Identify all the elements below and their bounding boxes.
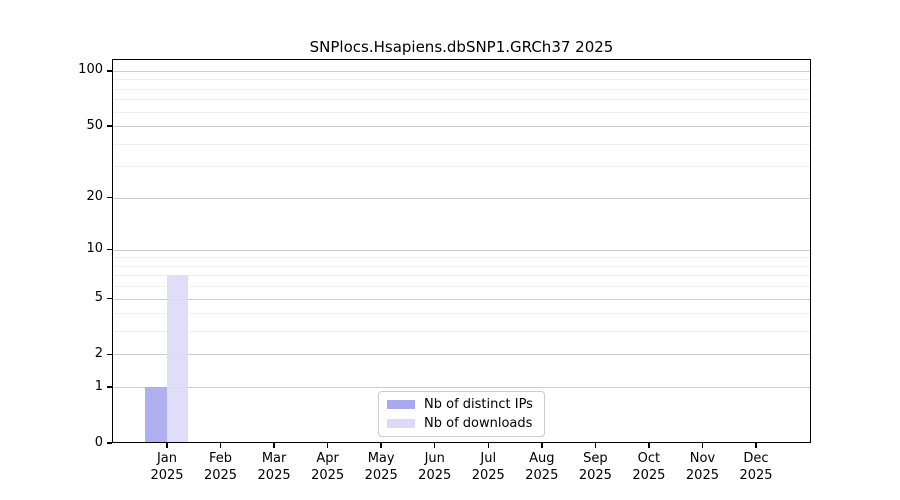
- major-gridline: [113, 197, 810, 199]
- x-axis-tick: [648, 443, 650, 448]
- x-axis-tick: [433, 443, 436, 448]
- y-axis-tick-label: 2: [94, 345, 103, 361]
- x-axis-tick: [219, 443, 222, 448]
- x-axis-tick: [273, 443, 275, 448]
- major-gridline: [113, 298, 810, 300]
- y-axis-tick: [107, 196, 112, 199]
- x-axis-tick-label: Sep 2025: [578, 451, 612, 483]
- y-axis-tick-label: 100: [78, 62, 103, 78]
- x-axis-tick-label: Apr 2025: [311, 451, 345, 483]
- x-axis-tick: [380, 443, 382, 448]
- x-axis-tick-label: Feb 2025: [203, 451, 238, 483]
- x-axis-tick-label: Dec 2025: [739, 451, 773, 483]
- x-axis-tick-label: Nov 2025: [685, 451, 719, 483]
- y-axis-tick-label: 5: [94, 290, 103, 306]
- minor-gridline: [113, 275, 810, 277]
- minor-gridline: [113, 313, 810, 315]
- minor-gridline: [113, 111, 810, 113]
- y-axis-tick-label: 20: [86, 189, 103, 205]
- major-gridline: [113, 126, 810, 128]
- x-axis-tick-label: May 2025: [364, 451, 398, 483]
- chart-title: SNPlocs.Hsapiens.dbSNP1.GRCh37 2025: [309, 38, 614, 56]
- minor-gridline: [113, 88, 810, 90]
- y-axis-tick: [107, 386, 112, 388]
- x-axis-tick: [166, 443, 168, 448]
- minor-gridline: [113, 79, 810, 81]
- major-gridline: [113, 249, 810, 251]
- legend-swatch-distinct-ips: [387, 400, 415, 409]
- x-axis-tick: [487, 443, 490, 448]
- minor-gridline: [113, 265, 810, 267]
- bar-distinct-ips: [145, 387, 167, 443]
- minor-gridline: [113, 166, 810, 168]
- bar-downloads: [166, 275, 188, 443]
- minor-gridline: [113, 99, 810, 101]
- x-axis-tick: [326, 443, 329, 448]
- legend-label-distinct-ips: Nb of distinct IPs: [424, 397, 533, 412]
- major-gridline: [113, 354, 810, 356]
- legend-swatch-downloads: [387, 419, 415, 428]
- plot-area-border: [112, 59, 811, 443]
- y-axis-tick-label: 10: [86, 241, 103, 257]
- y-axis-tick-label: 0: [94, 434, 103, 450]
- y-axis-tick: [107, 125, 112, 127]
- major-gridline: [113, 387, 810, 389]
- y-axis-tick: [107, 353, 112, 356]
- minor-gridline: [113, 286, 810, 288]
- legend-item-downloads: Nb of downloads: [387, 416, 536, 431]
- x-axis-tick: [541, 443, 543, 448]
- x-axis-tick-label: Aug 2025: [525, 451, 559, 483]
- minor-gridline: [113, 143, 810, 145]
- legend: Nb of distinct IPs Nb of downloads: [378, 391, 545, 437]
- minor-gridline: [113, 331, 810, 333]
- x-axis-tick-label: Mar 2025: [257, 451, 291, 483]
- legend-label-downloads: Nb of downloads: [424, 416, 533, 431]
- minor-gridline: [113, 257, 810, 259]
- y-axis-tick: [107, 442, 112, 444]
- x-axis-tick-label: Jul 2025: [471, 451, 505, 483]
- x-axis-tick: [594, 443, 597, 448]
- y-axis-tick-label: 50: [86, 117, 103, 133]
- y-axis-tick-label: 1: [94, 378, 103, 394]
- y-axis-tick: [107, 70, 112, 72]
- x-axis-tick: [701, 443, 704, 448]
- x-axis-tick-label: Oct 2025: [632, 451, 666, 483]
- legend-item-distinct-ips: Nb of distinct IPs: [387, 397, 536, 412]
- y-axis-tick: [107, 297, 112, 300]
- y-axis-tick: [107, 248, 112, 251]
- major-gridline: [113, 70, 810, 72]
- x-axis-tick-label: Jan 2025: [150, 451, 184, 483]
- x-axis-tick: [755, 443, 757, 448]
- x-axis-tick-label: Jun 2025: [418, 451, 452, 483]
